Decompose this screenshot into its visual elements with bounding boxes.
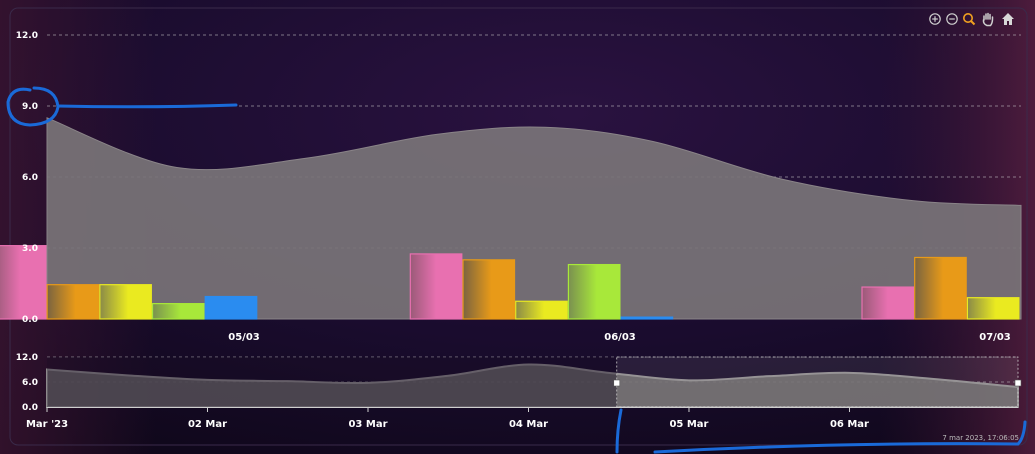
navigator-x-axis: Mar '23 02 Mar 03 Mar 04 Mar 05 Mar 06 Mar: [26, 407, 869, 430]
navigator-x-tick-label: 03 Mar: [348, 419, 387, 430]
main-chart: 0.0 3.0 6.0 9.0 12.0 05/03 06/03 07/03: [0, 31, 1022, 343]
bar-06-03-green[interactable]: [567, 263, 621, 320]
home-reset-icon[interactable]: [1002, 13, 1014, 25]
zoom-in-icon[interactable]: [929, 13, 941, 25]
navigator-x-tick-label: 04 Mar: [509, 419, 548, 430]
bar-05-03-pink[interactable]: [0, 245, 47, 320]
navigator-handle-right[interactable]: [1014, 379, 1022, 387]
main-y-tick-label: 0.0: [22, 315, 38, 325]
bar-06-03-yellow[interactable]: [515, 300, 568, 320]
bar-06-03-orange[interactable]: [462, 259, 516, 320]
main-x-tick-label: 06/03: [604, 332, 636, 343]
bar-05-03-green[interactable]: [151, 303, 205, 320]
navigator-y-tick-label: 12.0: [16, 353, 38, 363]
navigator-x-tick-label: 06 Mar: [830, 419, 869, 430]
chart-toolbar: [929, 12, 1014, 27]
main-area-series: [46, 117, 1022, 320]
main-y-axis: 0.0 3.0 6.0 9.0 12.0: [16, 31, 38, 325]
bar-05-03-blue[interactable]: [204, 295, 258, 320]
main-x-axis: 05/03 06/03 07/03: [228, 332, 1011, 343]
bar-05-03-yellow[interactable]: [99, 284, 152, 320]
bar-06-03-blue[interactable]: [620, 316, 674, 320]
main-y-tick-label: 6.0: [22, 173, 38, 183]
main-y-tick-label: 3.0: [22, 244, 38, 254]
navigator-handle-left[interactable]: [613, 379, 621, 387]
navigator-chart[interactable]: 0.0 6.0 12.0 Mar '23 02 Mar 03 Mar 04 Mar 05 M…: [16, 353, 1022, 430]
annotation-bottom-stroke: [653, 420, 1027, 454]
main-bars: [0, 245, 1020, 320]
main-y-tick-label: 12.0: [16, 31, 38, 41]
zoom-out-icon[interactable]: [946, 13, 958, 25]
annotation-circle: [6, 86, 60, 127]
annotation-vertical-stroke: [615, 408, 623, 454]
chart-panel: [9, 7, 1028, 446]
bar-06-03-pink[interactable]: [409, 253, 463, 320]
navigator-selection-window[interactable]: [616, 356, 1019, 408]
navigator-x-tick-label: 05 Mar: [669, 419, 708, 430]
navigator-unselected-mask: [47, 357, 617, 407]
pan-hand-icon[interactable]: [982, 12, 994, 27]
navigator-y-tick-label: 0.0: [22, 403, 38, 413]
bar-07-03-yellow[interactable]: [966, 297, 1020, 320]
navigator-x-tick-label: Mar '23: [26, 419, 68, 430]
main-y-tick-label: 9.0: [22, 102, 38, 112]
annotation-underline: [56, 103, 238, 109]
navigator-x-tick-label: 02 Mar: [188, 419, 227, 430]
zoom-select-icon[interactable]: [963, 13, 976, 26]
bar-07-03-orange[interactable]: [914, 256, 967, 320]
bar-07-03-pink[interactable]: [861, 286, 915, 320]
main-x-tick-label: 07/03: [979, 332, 1011, 343]
navigator-y-tick-label: 6.0: [22, 378, 38, 388]
navigator-area-series: [46, 363, 1019, 408]
bar-05-03-orange[interactable]: [46, 284, 100, 320]
main-x-tick-label: 05/03: [228, 332, 260, 343]
annotation-strokes: [6, 86, 1027, 454]
navigator-y-axis: 0.0 6.0 12.0: [16, 353, 38, 413]
timestamp-label: 7 mar 2023, 17:06:05: [942, 434, 1019, 442]
